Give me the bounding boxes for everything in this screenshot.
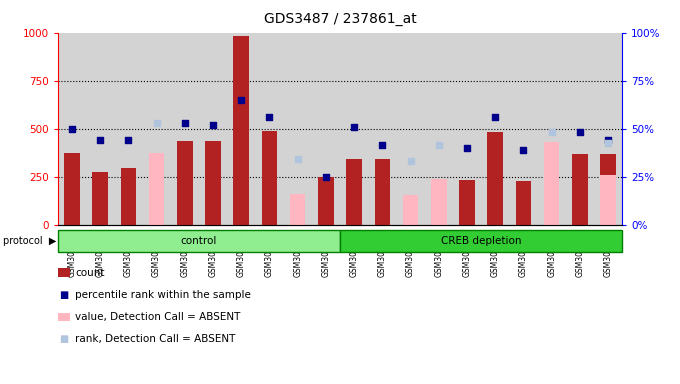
Bar <box>233 36 249 225</box>
Bar <box>205 141 221 225</box>
Bar <box>86 33 114 225</box>
Bar <box>425 33 453 225</box>
Text: GDS3487 / 237861_at: GDS3487 / 237861_at <box>264 12 416 25</box>
Bar <box>290 194 305 225</box>
Bar <box>340 230 622 252</box>
Text: control: control <box>181 236 217 246</box>
Bar <box>58 230 340 252</box>
Bar <box>396 33 425 225</box>
Point <box>264 114 275 120</box>
Text: CREB depletion: CREB depletion <box>441 236 522 246</box>
Bar <box>566 33 594 225</box>
Text: count: count <box>75 268 105 278</box>
Point <box>292 156 303 162</box>
Bar <box>318 177 334 225</box>
Bar <box>312 33 340 225</box>
Bar <box>58 33 86 225</box>
Bar <box>515 182 531 225</box>
Text: protocol  ▶: protocol ▶ <box>3 236 56 246</box>
Bar <box>171 33 199 225</box>
Point <box>95 137 105 143</box>
Point <box>490 114 500 120</box>
Bar <box>600 154 616 225</box>
Bar <box>403 195 418 225</box>
Bar <box>256 33 284 225</box>
Point <box>462 145 473 151</box>
Bar <box>149 153 165 225</box>
Bar <box>284 33 312 225</box>
Point <box>67 126 78 132</box>
Bar <box>369 33 396 225</box>
Bar <box>572 154 588 225</box>
Bar <box>340 33 369 225</box>
Point <box>433 142 444 148</box>
Bar <box>120 168 136 225</box>
Point <box>405 158 416 164</box>
Bar <box>199 33 227 225</box>
Text: ■: ■ <box>59 334 69 344</box>
Bar <box>594 33 622 225</box>
Point <box>320 174 331 180</box>
Bar <box>431 179 447 225</box>
Point <box>349 124 360 130</box>
Bar <box>453 33 481 225</box>
Point <box>151 120 162 126</box>
Bar <box>544 142 560 225</box>
Point <box>546 129 557 136</box>
Point <box>602 140 613 146</box>
Bar <box>459 180 475 225</box>
Bar <box>509 33 538 225</box>
Bar <box>481 33 509 225</box>
Text: rank, Detection Call = ABSENT: rank, Detection Call = ABSENT <box>75 334 236 344</box>
Bar <box>177 141 192 225</box>
Point <box>575 129 585 136</box>
Bar <box>375 159 390 225</box>
Point <box>377 142 388 148</box>
Text: percentile rank within the sample: percentile rank within the sample <box>75 290 252 300</box>
Bar <box>92 172 108 225</box>
Bar <box>64 153 80 225</box>
Bar <box>262 131 277 225</box>
Point <box>180 120 190 126</box>
Point <box>236 97 247 103</box>
Bar <box>143 33 171 225</box>
Bar <box>114 33 143 225</box>
Bar <box>538 33 566 225</box>
Bar <box>600 175 616 225</box>
Bar <box>346 159 362 225</box>
Point <box>518 147 529 153</box>
Text: value, Detection Call = ABSENT: value, Detection Call = ABSENT <box>75 312 241 322</box>
Point <box>207 122 218 128</box>
Bar <box>227 33 256 225</box>
Point <box>123 137 134 143</box>
Bar <box>488 132 503 225</box>
Text: ■: ■ <box>59 290 69 300</box>
Point <box>602 137 613 143</box>
